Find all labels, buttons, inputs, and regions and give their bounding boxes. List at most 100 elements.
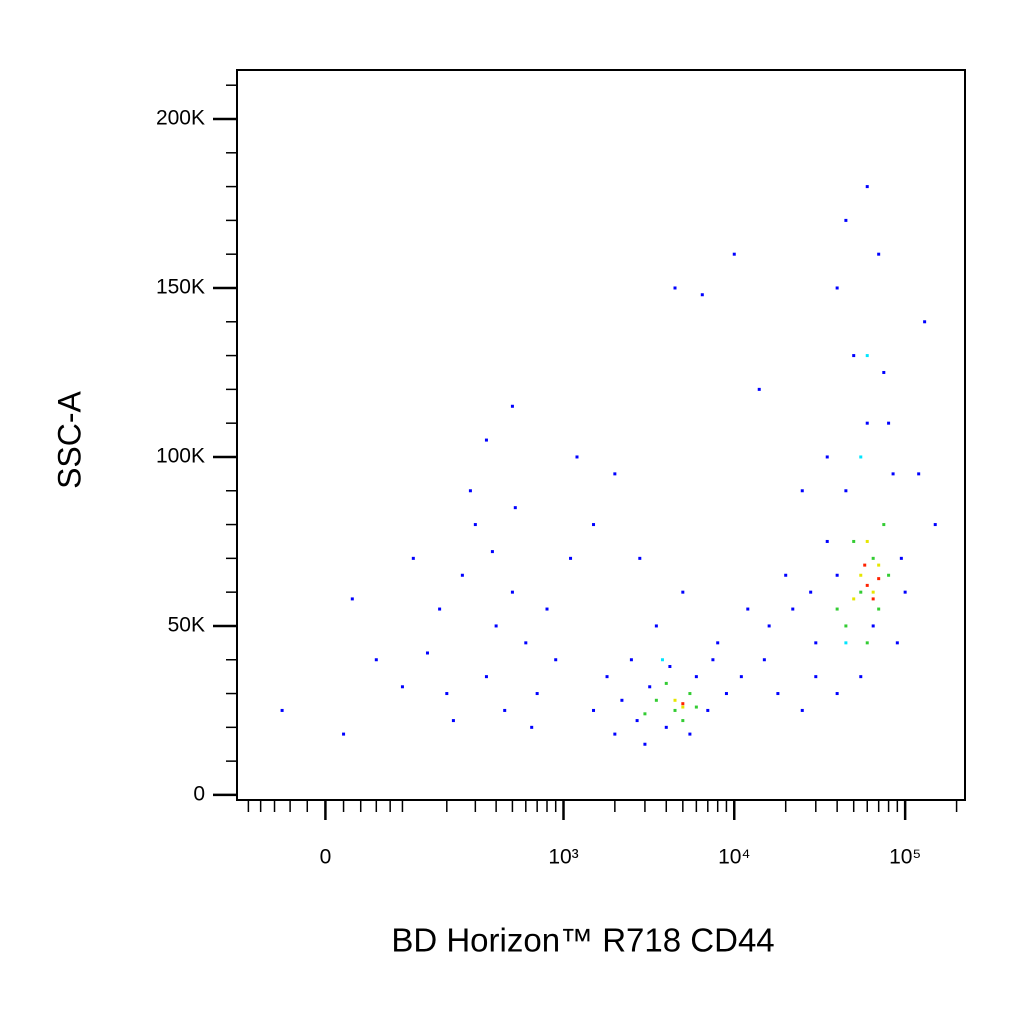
data-point xyxy=(569,556,573,560)
data-point xyxy=(688,692,692,696)
x-tick-label: 10³ xyxy=(548,846,578,869)
data-point xyxy=(664,725,668,729)
data-point xyxy=(668,665,672,669)
data-point xyxy=(923,320,927,324)
y-tick-label: 200K xyxy=(156,107,205,130)
data-point xyxy=(859,455,863,459)
data-point xyxy=(425,651,429,655)
data-point xyxy=(871,556,875,560)
data-point xyxy=(613,472,617,476)
data-point xyxy=(776,692,780,696)
data-point xyxy=(374,658,378,662)
data-point xyxy=(825,455,829,459)
y-axis-title: SSC-A xyxy=(51,390,87,488)
data-point xyxy=(887,573,891,577)
data-point xyxy=(490,550,494,554)
data-point xyxy=(865,421,869,425)
data-point xyxy=(871,590,875,594)
data-point xyxy=(724,692,728,696)
data-point xyxy=(809,590,813,594)
data-point xyxy=(638,556,642,560)
data-point xyxy=(673,286,677,290)
data-point xyxy=(767,624,771,628)
data-point xyxy=(494,624,498,628)
data-point xyxy=(814,641,818,645)
data-point xyxy=(694,705,698,709)
data-point xyxy=(844,489,848,493)
data-point xyxy=(762,658,766,662)
x-axis-title: BD Horizon™ R718 CD44 xyxy=(391,922,774,959)
data-point xyxy=(903,590,907,594)
data-point xyxy=(859,590,863,594)
data-point xyxy=(530,725,534,729)
data-point xyxy=(852,539,856,543)
data-point xyxy=(438,607,442,611)
data-point xyxy=(473,523,477,527)
data-point xyxy=(451,719,455,723)
data-point xyxy=(706,708,710,712)
data-point xyxy=(635,719,639,723)
data-point xyxy=(877,252,881,256)
data-point xyxy=(865,641,869,645)
data-point xyxy=(643,712,647,716)
data-point xyxy=(835,607,839,611)
data-point xyxy=(535,692,539,696)
data-point xyxy=(732,252,736,256)
data-point xyxy=(575,455,579,459)
data-point xyxy=(545,607,549,611)
data-point xyxy=(716,641,720,645)
data-point xyxy=(859,573,863,577)
data-point xyxy=(681,719,685,723)
data-point xyxy=(513,506,517,510)
data-point xyxy=(681,702,685,706)
plot-frame xyxy=(236,69,966,801)
data-point xyxy=(503,708,507,712)
data-point xyxy=(800,708,804,712)
data-point xyxy=(852,354,856,358)
data-point xyxy=(917,472,921,476)
data-point xyxy=(844,218,848,222)
data-point xyxy=(891,472,895,476)
data-point xyxy=(825,539,829,543)
y-tick-label: 150K xyxy=(156,276,205,299)
data-point xyxy=(757,387,761,391)
data-point xyxy=(664,681,668,685)
data-point xyxy=(524,641,528,645)
data-point xyxy=(877,563,881,567)
data-point xyxy=(814,675,818,679)
data-point xyxy=(460,573,464,577)
data-point xyxy=(484,438,488,442)
data-point xyxy=(673,698,677,702)
data-point xyxy=(739,675,743,679)
data-point xyxy=(592,708,596,712)
data-point xyxy=(746,607,750,611)
data-point xyxy=(629,658,633,662)
data-point xyxy=(400,685,404,689)
data-point xyxy=(899,556,903,560)
data-point xyxy=(887,421,891,425)
data-point xyxy=(342,732,346,736)
data-point xyxy=(613,732,617,736)
data-point xyxy=(859,675,863,679)
x-tick-label: 0 xyxy=(320,846,332,869)
data-point xyxy=(484,675,488,679)
data-point xyxy=(411,556,415,560)
data-point xyxy=(791,607,795,611)
data-point xyxy=(660,658,664,662)
data-point xyxy=(280,708,284,712)
y-tick-label: 50K xyxy=(168,613,205,636)
data-point xyxy=(688,732,692,736)
data-point xyxy=(681,705,685,709)
y-tick-label: 100K xyxy=(156,445,205,468)
y-tick-label: 0 xyxy=(193,782,205,805)
data-point xyxy=(852,597,856,601)
data-point xyxy=(844,641,848,645)
data-point xyxy=(865,185,869,189)
data-point xyxy=(882,370,886,374)
data-point xyxy=(654,624,658,628)
data-point xyxy=(694,675,698,679)
data-point xyxy=(933,523,937,527)
data-point xyxy=(865,583,869,587)
data-point xyxy=(592,523,596,527)
data-point xyxy=(871,624,875,628)
